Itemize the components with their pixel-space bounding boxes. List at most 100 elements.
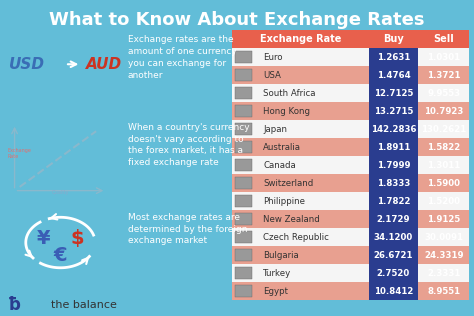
Text: 1.3721: 1.3721 [427, 70, 461, 80]
Text: What to Know About Exchange Rates: What to Know About Exchange Rates [49, 11, 425, 29]
Bar [368, 192, 418, 210]
Text: 9.9553: 9.9553 [427, 88, 460, 98]
Text: Exchange Rate: Exchange Rate [260, 34, 341, 44]
Text: 34.1200: 34.1200 [374, 233, 413, 242]
Bar [368, 138, 418, 156]
Bar [235, 231, 252, 243]
Bar [232, 264, 469, 282]
Text: 1.5200: 1.5200 [427, 197, 460, 206]
Bar [232, 138, 469, 156]
Bar [232, 102, 469, 120]
Text: Switzerland: Switzerland [263, 179, 313, 188]
Bar [368, 210, 418, 228]
Text: 1.5822: 1.5822 [427, 143, 460, 152]
Text: ¥: ¥ [36, 228, 50, 247]
Text: USD: USD [9, 57, 46, 72]
Bar [235, 213, 252, 225]
Text: Buy: Buy [383, 34, 404, 44]
Text: Most exchange rates are
determined by the foreign
exchange market: Most exchange rates are determined by th… [128, 213, 247, 246]
Bar [232, 246, 469, 264]
Text: the balance: the balance [51, 300, 117, 310]
Text: 1.7822: 1.7822 [377, 197, 410, 206]
Bar [232, 48, 469, 66]
Bar [232, 84, 469, 102]
Bar [235, 177, 252, 189]
Bar [235, 105, 252, 117]
Text: Sell: Sell [433, 34, 454, 44]
Bar [368, 48, 418, 66]
Bar [235, 141, 252, 153]
Text: Egypt: Egypt [263, 287, 288, 296]
Text: 10.8412: 10.8412 [374, 287, 413, 296]
Text: Quality: Quality [52, 190, 69, 195]
Text: 1.8333: 1.8333 [377, 179, 410, 188]
Text: Exchange
Rate: Exchange Rate [8, 148, 31, 159]
Text: When a country's currency
doesn't vary according to
the forex market, it has a
f: When a country's currency doesn't vary a… [128, 123, 249, 167]
Text: 1.3011: 1.3011 [427, 161, 460, 170]
Bar [368, 66, 418, 84]
Text: 1.8911: 1.8911 [377, 143, 410, 152]
Text: 24.3319: 24.3319 [424, 251, 464, 260]
Text: 2.3331: 2.3331 [427, 269, 460, 278]
Bar [235, 69, 252, 81]
Bar [235, 87, 252, 99]
Text: ƀ: ƀ [9, 296, 21, 314]
Bar [235, 123, 252, 135]
Bar [232, 156, 469, 174]
Text: 1.9125: 1.9125 [427, 215, 460, 224]
Text: Exchange rates are the
amount of one currency
you can exchange for
another: Exchange rates are the amount of one cur… [128, 35, 237, 80]
Bar [235, 249, 252, 261]
Text: $: $ [71, 228, 84, 247]
Text: New Zealand: New Zealand [263, 215, 320, 224]
Text: 1.0301: 1.0301 [427, 52, 460, 62]
Text: Turkey: Turkey [263, 269, 292, 278]
Text: 2.1729: 2.1729 [377, 215, 410, 224]
Bar [232, 228, 469, 246]
Bar [235, 267, 252, 279]
Text: Bulgaria: Bulgaria [263, 251, 299, 260]
Text: 12.7125: 12.7125 [374, 88, 413, 98]
Text: Japan: Japan [263, 125, 287, 134]
Text: South Africa: South Africa [263, 88, 316, 98]
Text: 1.4764: 1.4764 [376, 70, 410, 80]
Text: 142.2836: 142.2836 [371, 125, 416, 134]
Text: Hong Kong: Hong Kong [263, 106, 310, 116]
Text: Canada: Canada [263, 161, 296, 170]
Text: 30.0091: 30.0091 [424, 233, 463, 242]
Bar [232, 30, 469, 48]
Bar [368, 174, 418, 192]
Text: Philippine: Philippine [263, 197, 305, 206]
Bar [232, 282, 469, 300]
Text: 8.9551: 8.9551 [427, 287, 460, 296]
Text: 26.6721: 26.6721 [374, 251, 413, 260]
Text: 13.2715: 13.2715 [374, 106, 413, 116]
Bar [232, 192, 469, 210]
Bar [235, 159, 252, 171]
Text: 2.7520: 2.7520 [377, 269, 410, 278]
Text: Czech Republic: Czech Republic [263, 233, 329, 242]
Text: Australia: Australia [263, 143, 301, 152]
Text: 130.2621: 130.2621 [421, 125, 466, 134]
Bar [368, 120, 418, 138]
Bar [232, 66, 469, 84]
Text: USA: USA [263, 70, 281, 80]
Bar [368, 156, 418, 174]
Text: 10.7923: 10.7923 [424, 106, 464, 116]
Bar [368, 246, 418, 264]
Bar [235, 51, 252, 63]
Bar [368, 228, 418, 246]
Bar [235, 195, 252, 207]
Bar [368, 282, 418, 300]
Bar [368, 264, 418, 282]
Bar [232, 174, 469, 192]
Text: €: € [54, 246, 67, 265]
Text: 1.5900: 1.5900 [427, 179, 460, 188]
Text: Euro: Euro [263, 52, 283, 62]
Text: 1.7999: 1.7999 [377, 161, 410, 170]
Bar [232, 210, 469, 228]
Bar [235, 285, 252, 297]
Bar [368, 84, 418, 102]
Text: 1.2631: 1.2631 [377, 52, 410, 62]
Text: AUD: AUD [86, 57, 122, 72]
Bar [232, 120, 469, 138]
